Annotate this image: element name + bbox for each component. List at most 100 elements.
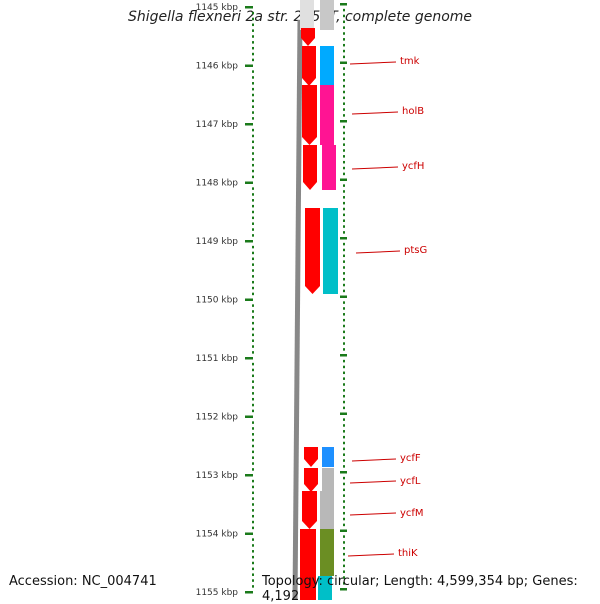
gene-label-thiK[interactable]: thiK [398, 548, 418, 559]
minor-tick [252, 199, 254, 202]
minor-tick [252, 345, 254, 348]
major-tick [245, 240, 253, 243]
major-tick [245, 64, 253, 67]
minor-tick [343, 207, 345, 211]
major-tick [340, 529, 347, 532]
minor-tick [252, 163, 254, 167]
minor-tick [343, 465, 345, 468]
minor-tick [252, 128, 254, 132]
minor-tick [343, 389, 345, 392]
gene-bar-ycfL [322, 468, 334, 492]
minor-tick [252, 427, 254, 430]
gene-label-ycfF[interactable]: ycfF [400, 453, 421, 464]
leader-line [351, 111, 399, 115]
minor-tick [252, 222, 254, 225]
minor-tick [252, 263, 254, 266]
gene-label-tmk[interactable]: tmk [400, 56, 420, 67]
minor-tick [343, 336, 345, 339]
minor-tick [343, 435, 345, 439]
minor-tick [343, 277, 345, 281]
major-tick [245, 357, 253, 360]
gene-track [300, 0, 338, 600]
gene-bar [300, 0, 314, 30]
minor-tick [252, 321, 254, 325]
kbp-tick-label: 1154 kbp [196, 530, 239, 540]
minor-tick [343, 166, 345, 170]
minor-tick [252, 11, 254, 15]
gene-arrow [302, 85, 317, 145]
gene-bar-ycfH [322, 145, 336, 190]
minor-tick [343, 394, 345, 398]
major-tick [340, 295, 347, 298]
minor-tick [343, 313, 345, 316]
minor-tick [343, 576, 345, 579]
minor-tick [343, 143, 345, 146]
minor-tick [343, 55, 345, 59]
minor-tick [252, 585, 254, 588]
minor-tick [343, 266, 345, 269]
minor-tick [252, 479, 254, 483]
minor-tick [252, 58, 254, 62]
minor-tick [252, 374, 254, 378]
minor-tick [252, 82, 254, 85]
gene-arrow [304, 468, 318, 492]
minor-tick [252, 550, 254, 553]
leader-line [355, 250, 401, 254]
minor-tick [343, 383, 345, 386]
gene-arrow [301, 28, 315, 46]
minor-tick [343, 184, 345, 187]
minor-tick [343, 330, 345, 334]
major-tick [245, 123, 253, 126]
gene-label-holB[interactable]: holB [402, 106, 424, 117]
minor-tick [343, 541, 345, 544]
minor-tick [252, 87, 254, 91]
minor-tick [343, 535, 345, 538]
leader-line [351, 166, 399, 170]
minor-tick [252, 286, 254, 290]
gene-bar [320, 0, 334, 30]
minor-tick [343, 90, 345, 94]
minor-tick [343, 254, 345, 258]
minor-tick [252, 257, 254, 261]
minor-tick [343, 488, 345, 492]
minor-tick [252, 158, 254, 161]
minor-tick [343, 260, 345, 263]
minor-tick [252, 292, 254, 296]
minor-tick [343, 67, 345, 70]
minor-tick [343, 289, 345, 293]
minor-tick [343, 447, 345, 451]
minor-tick [252, 46, 254, 50]
gene-label-ptsG[interactable]: ptsG [404, 245, 427, 256]
minor-tick [252, 35, 254, 38]
gene-arrow [302, 491, 317, 529]
gene-bar-ycfF [322, 447, 334, 467]
gene-label-ycfL[interactable]: ycfL [400, 476, 421, 487]
gene-label-ycfH[interactable]: ycfH [402, 161, 424, 172]
minor-tick [252, 520, 254, 524]
minor-tick [252, 269, 254, 272]
minor-tick [343, 219, 345, 222]
gene-bar-ycfM [320, 491, 334, 529]
minor-tick [252, 52, 254, 56]
minor-tick [252, 304, 254, 307]
leader-line [349, 61, 397, 65]
minor-tick [252, 509, 254, 512]
minor-tick [252, 339, 254, 342]
minor-tick [252, 392, 254, 395]
minor-tick [252, 99, 254, 103]
gene-label-ycfM[interactable]: ycfM [400, 508, 424, 519]
major-tick [245, 415, 253, 418]
minor-tick [252, 193, 254, 196]
minor-tick [343, 172, 345, 176]
minor-tick [343, 248, 345, 252]
minor-tick [343, 32, 345, 35]
minor-tick [343, 26, 345, 29]
minor-tick [252, 462, 254, 465]
minor-tick [343, 14, 345, 18]
minor-tick [343, 552, 345, 556]
gene-bar [318, 576, 332, 600]
kbp-tick-label: 1146 kbp [196, 62, 239, 72]
minor-tick [343, 102, 345, 105]
minor-tick [252, 29, 254, 32]
